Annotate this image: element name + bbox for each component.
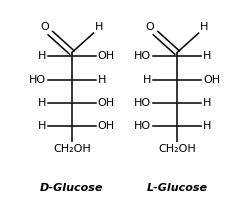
Text: HO: HO [134, 98, 151, 108]
Text: D-Glucose: D-Glucose [40, 183, 104, 193]
Text: H: H [203, 121, 211, 131]
Text: O: O [40, 22, 49, 32]
Text: O: O [146, 22, 154, 32]
Text: L-Glucose: L-Glucose [147, 183, 208, 193]
Text: OH: OH [203, 75, 220, 85]
Text: H: H [38, 98, 46, 108]
Text: OH: OH [98, 51, 115, 61]
Text: H: H [200, 22, 208, 32]
Text: CH₂OH: CH₂OH [158, 144, 196, 155]
Text: H: H [203, 98, 211, 108]
Text: HO: HO [134, 51, 151, 61]
Text: H: H [98, 75, 106, 85]
Text: CH₂OH: CH₂OH [53, 144, 91, 155]
Text: H: H [203, 51, 211, 61]
Text: HO: HO [134, 121, 151, 131]
Text: OH: OH [98, 98, 115, 108]
Text: H: H [38, 121, 46, 131]
Text: HO: HO [29, 75, 46, 85]
Text: H: H [38, 51, 46, 61]
Text: H: H [143, 75, 151, 85]
Text: OH: OH [98, 121, 115, 131]
Text: H: H [95, 22, 103, 32]
